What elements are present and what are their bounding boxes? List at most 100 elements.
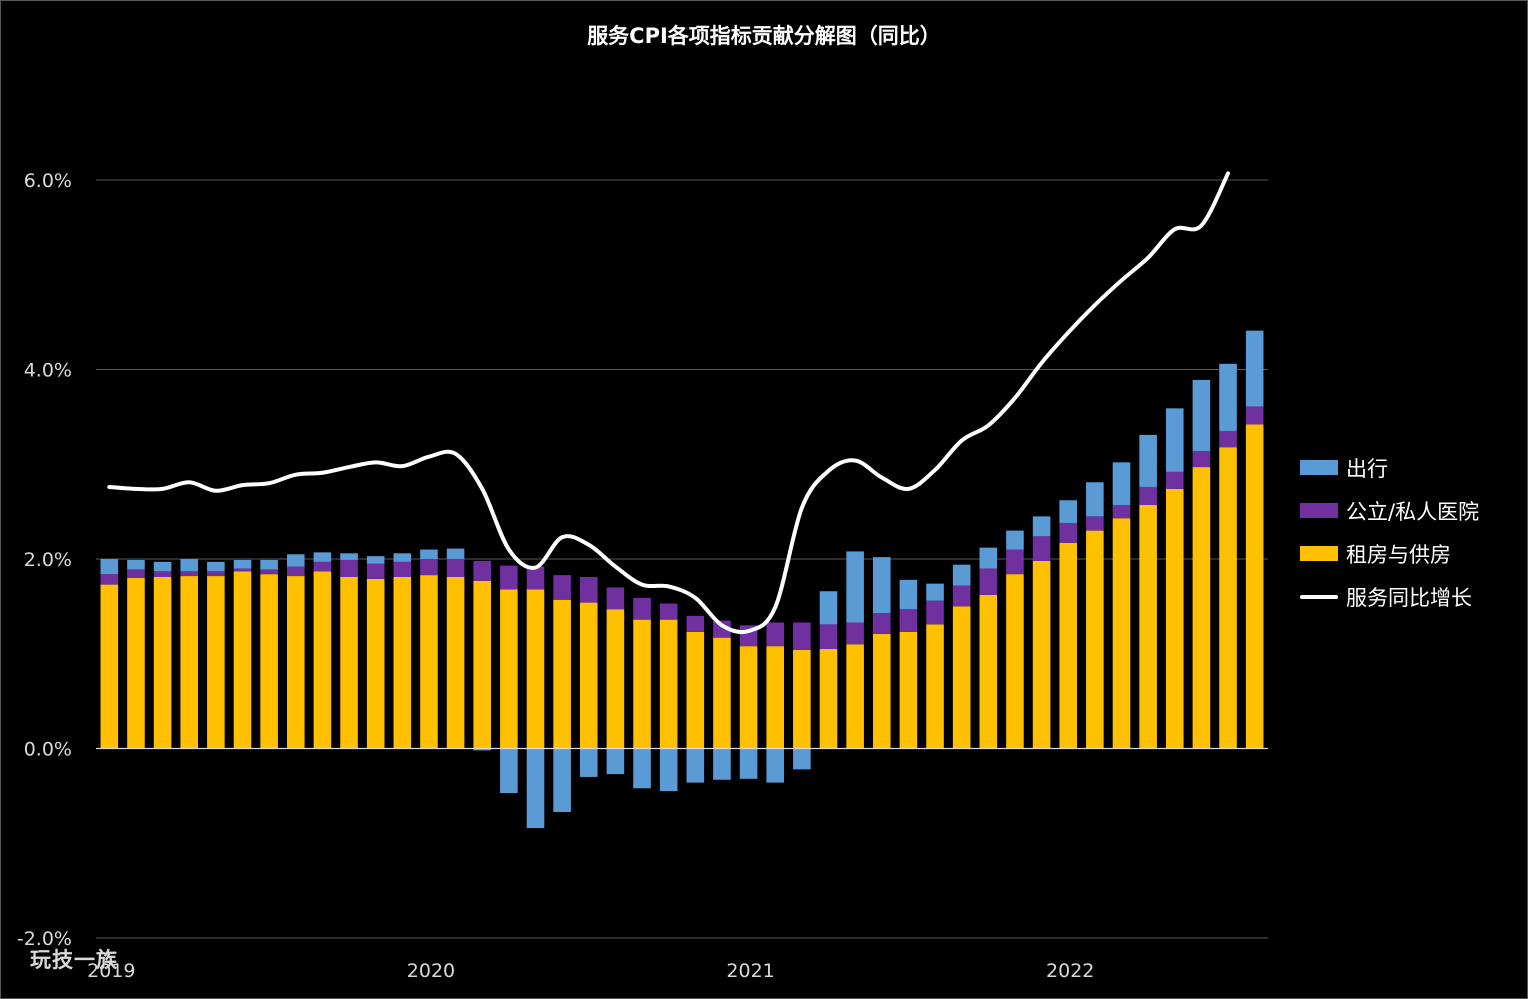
bar-housing-25 (766, 646, 785, 749)
bar-hospital-33 (979, 568, 998, 596)
bar-chuxing-8 (313, 552, 332, 562)
bar-hospital-42 (1219, 431, 1237, 448)
bar-chuxing-31 (926, 583, 944, 601)
bar-hospital-10 (366, 563, 385, 579)
bar-housing-35 (1032, 560, 1051, 749)
bar-hospital-19 (606, 587, 625, 610)
bar-housing-6 (260, 574, 278, 749)
bar-hospital-37 (1086, 516, 1104, 531)
bar-hospital-30 (899, 609, 918, 632)
bar-housing-10 (366, 578, 385, 749)
bar-chuxing-15 (500, 748, 518, 794)
bar-chuxing-14 (473, 748, 492, 751)
bar-chuxing-28 (846, 551, 864, 623)
bar-hospital-35 (1032, 536, 1051, 561)
bar-housing-41 (1192, 467, 1211, 749)
bar-housing-32 (952, 606, 971, 749)
bar-housing-31 (926, 624, 944, 749)
bar-chuxing-42 (1219, 363, 1237, 432)
bar-housing-33 (979, 595, 998, 749)
bar-chuxing-21 (659, 748, 678, 792)
bar-hospital-22 (686, 615, 705, 632)
bar-hospital-31 (926, 600, 944, 625)
bar-hospital-43 (1245, 406, 1264, 425)
bar-chuxing-40 (1165, 408, 1184, 472)
bar-housing-23 (713, 637, 731, 749)
bar-housing-26 (793, 649, 811, 749)
bar-housing-7 (286, 576, 305, 749)
bar-hospital-6 (260, 569, 278, 575)
legend-label-chuxing: 出行 (1346, 456, 1388, 481)
y-tick-label-4: 6.0% (24, 170, 72, 192)
bar-hospital-3 (180, 571, 199, 577)
legend-swatch-chuxing (1300, 460, 1338, 475)
legend: 出行 公立/私人医院 租房与供房 服务同比增长 (1300, 446, 1479, 618)
bar-hospital-15 (500, 565, 518, 590)
x-tick-labels: 2019 2020 2021 2022 (87, 960, 1094, 982)
bar-housing-39 (1139, 504, 1157, 749)
bar-hospital-14 (473, 560, 492, 581)
bar-hospital-38 (1112, 504, 1131, 519)
bar-hospital-17 (553, 575, 571, 600)
bar-housing-0 (100, 584, 119, 749)
bar-chuxing-38 (1112, 462, 1131, 505)
bar-housing-34 (1006, 574, 1024, 749)
bar-chuxing-10 (366, 556, 385, 564)
bar-chuxing-24 (739, 748, 758, 779)
bar-chuxing-39 (1139, 434, 1157, 487)
y-tick-label-0: -2.0% (17, 928, 72, 950)
y-tick-label-2: 2.0% (24, 549, 72, 571)
bar-housing-43 (1245, 424, 1264, 749)
bar-hospital-32 (952, 585, 971, 607)
bar-housing-29 (872, 633, 891, 749)
bar-housing-40 (1165, 488, 1184, 749)
bar-housing-36 (1059, 542, 1078, 749)
bar-hospital-12 (420, 559, 438, 576)
bar-hospital-28 (846, 622, 864, 645)
bar-chuxing-27 (819, 591, 838, 625)
bar-chuxing-19 (606, 748, 625, 775)
bar-housing-24 (739, 646, 758, 749)
bar-chuxing-7 (286, 554, 305, 567)
bar-hospital-9 (340, 559, 358, 578)
bar-chuxing-1 (127, 559, 145, 570)
bar-housing-8 (313, 571, 332, 749)
bar-housing-21 (659, 619, 678, 749)
bar-housing-17 (553, 599, 571, 749)
bar-housing-30 (899, 631, 918, 749)
bar-chuxing-0 (100, 559, 119, 575)
bar-chuxing-29 (872, 557, 891, 614)
bar-chuxing-35 (1032, 516, 1051, 537)
bar-housing-38 (1112, 518, 1131, 749)
bar-chuxing-25 (766, 748, 785, 783)
bar-chuxing-5 (233, 559, 252, 569)
bar-hospital-11 (393, 561, 412, 578)
bar-group (100, 330, 1264, 829)
x-tick-label-2: 2021 (726, 960, 774, 982)
bar-hospital-21 (659, 603, 678, 620)
bar-hospital-0 (100, 574, 119, 585)
bar-hospital-23 (713, 620, 731, 638)
bar-chuxing-36 (1059, 500, 1078, 523)
bar-chuxing-17 (553, 748, 571, 812)
bar-hospital-4 (207, 571, 225, 577)
bar-housing-27 (819, 649, 838, 749)
bar-hospital-36 (1059, 522, 1078, 543)
bar-hospital-2 (153, 571, 172, 578)
legend-swatch-housing (1300, 546, 1338, 561)
bar-housing-20 (633, 619, 651, 749)
bar-chuxing-6 (260, 559, 278, 570)
bar-chuxing-33 (979, 547, 998, 569)
y-tick-label-1: 0.0% (24, 739, 72, 761)
legend-swatch-services-yoy (1300, 594, 1338, 599)
bar-hospital-34 (1006, 549, 1024, 575)
legend-swatch-hospital (1300, 503, 1338, 518)
bar-hospital-16 (526, 566, 545, 590)
bar-housing-22 (686, 631, 705, 749)
bar-housing-2 (153, 577, 172, 749)
bar-hospital-1 (127, 569, 145, 578)
bar-chuxing-2 (153, 561, 172, 572)
bar-housing-5 (233, 571, 252, 749)
